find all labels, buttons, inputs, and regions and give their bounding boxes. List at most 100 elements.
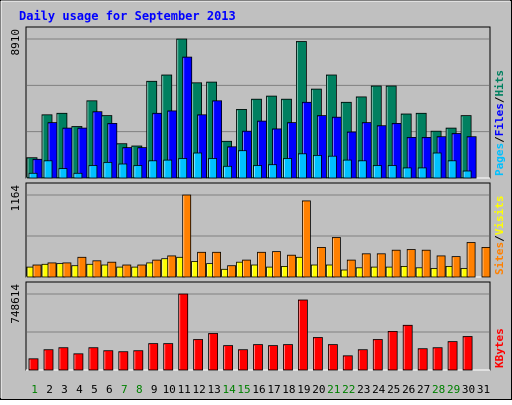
bar-sites-day-31 bbox=[481, 246, 491, 278]
bar-pages-day-3 bbox=[58, 168, 68, 179]
bar-kbytes-day-2 bbox=[43, 349, 54, 371]
bar-kbytes-day-14 bbox=[223, 345, 234, 371]
bar-pages-day-1 bbox=[28, 172, 38, 179]
x-tick-label-day-10: 10 bbox=[163, 383, 176, 396]
bar-kbytes-day-29 bbox=[447, 341, 458, 371]
x-tick-label-day-3: 3 bbox=[61, 383, 68, 396]
bar-kbytes-day-21 bbox=[327, 344, 338, 371]
bar-sites-day-7 bbox=[122, 264, 132, 278]
x-tick-label-day-4: 4 bbox=[76, 383, 83, 396]
bar-kbytes-day-9 bbox=[148, 343, 159, 371]
bar-kbytes-day-7 bbox=[118, 351, 129, 371]
bar-pages-day-17 bbox=[268, 164, 277, 179]
x-tick-label-day-14: 14 bbox=[222, 383, 236, 396]
x-tick-label-day-19: 19 bbox=[297, 383, 310, 396]
bar-kbytes-day-23 bbox=[357, 349, 368, 371]
panel-visitors-bars bbox=[26, 194, 491, 278]
bar-kbytes-day-12 bbox=[193, 339, 204, 371]
panel-volume-legend-kbytes: KBytes bbox=[493, 328, 506, 368]
bar-pages-day-18 bbox=[283, 158, 292, 179]
bar-sites-day-11 bbox=[182, 194, 192, 278]
x-tick-label-day-7: 7 bbox=[121, 383, 128, 396]
x-axis-day-labels: 1 2 3 4 5 6 7 8 9 10 11 12 13 14 15 16 17 18 19 20 21 22 23 24 2… bbox=[31, 383, 490, 396]
bar-pages-day-6 bbox=[103, 161, 113, 179]
bar-pages-day-4 bbox=[73, 172, 83, 179]
x-tick-label-day-20: 20 bbox=[312, 383, 325, 396]
x-tick-label-day-16: 16 bbox=[252, 383, 265, 396]
bar-sites-day-21 bbox=[331, 237, 341, 278]
bar-kbytes-day-20 bbox=[312, 337, 323, 371]
x-tick-label-day-31: 31 bbox=[477, 383, 490, 396]
panel-traffic-legend-separator: / bbox=[493, 96, 506, 103]
x-tick-label-day-6: 6 bbox=[106, 383, 113, 396]
panel-volume-bars bbox=[28, 293, 473, 371]
bar-kbytes-day-27 bbox=[417, 348, 428, 371]
bar-files-day-30 bbox=[466, 136, 477, 179]
x-tick-label-day-30: 30 bbox=[462, 383, 475, 396]
bar-sites-day-29 bbox=[451, 256, 461, 278]
bar-kbytes-day-6 bbox=[103, 350, 114, 371]
panel-visitors: 1164 Sites/Visits bbox=[9, 182, 506, 278]
bar-pages-day-14 bbox=[223, 165, 233, 179]
bar-sites-day-20 bbox=[316, 246, 326, 278]
bar-pages-day-13 bbox=[208, 158, 218, 179]
bar-sites-day-17 bbox=[272, 251, 281, 278]
bar-kbytes-day-1 bbox=[28, 358, 39, 371]
x-tick-label-day-26: 26 bbox=[402, 383, 415, 396]
x-tick-label-day-23: 23 bbox=[357, 383, 370, 396]
bar-sites-day-28 bbox=[436, 255, 446, 278]
bar-sites-day-5 bbox=[92, 260, 102, 278]
bar-kbytes-day-4 bbox=[73, 353, 84, 371]
bar-sites-day-24 bbox=[376, 253, 386, 278]
bar-kbytes-day-30 bbox=[462, 336, 473, 371]
x-tick-label-day-22: 22 bbox=[342, 383, 355, 396]
panel-traffic-max-label: 8910 bbox=[9, 29, 22, 56]
bar-kbytes-day-18 bbox=[283, 344, 293, 371]
x-tick-label-day-27: 27 bbox=[417, 383, 430, 396]
x-tick-label-day-15: 15 bbox=[237, 383, 250, 396]
bar-sites-day-16 bbox=[257, 251, 266, 278]
panel-visitors-legend: Sites/Visits bbox=[493, 196, 506, 276]
bar-pages-day-8 bbox=[133, 165, 143, 179]
x-tick-label-day-17: 17 bbox=[267, 383, 280, 396]
bar-pages-day-21 bbox=[327, 155, 337, 179]
bar-pages-day-22 bbox=[342, 159, 352, 179]
bar-sites-day-14 bbox=[227, 265, 237, 278]
bar-sites-day-22 bbox=[346, 259, 356, 278]
bar-pages-day-28 bbox=[432, 152, 442, 179]
panel-traffic-legend-hits: Hits bbox=[493, 70, 506, 97]
bar-sites-day-4 bbox=[77, 256, 87, 278]
panel-visitors-legend-sites: Sites bbox=[493, 242, 506, 275]
bar-sites-day-26 bbox=[406, 249, 416, 278]
bar-kbytes-day-10 bbox=[163, 343, 174, 371]
panel-traffic-legend-pages: Pages bbox=[493, 143, 506, 176]
bar-sites-day-9 bbox=[152, 259, 162, 278]
bar-kbytes-day-3 bbox=[58, 347, 69, 371]
chart-panels: 8910Pages/Files/Hits1164Sites/Visits7486… bbox=[9, 26, 506, 371]
bar-sites-day-8 bbox=[137, 264, 147, 278]
bar-kbytes-day-24 bbox=[372, 339, 383, 371]
x-tick-label-day-1: 1 bbox=[31, 383, 38, 396]
x-tick-label-day-9: 9 bbox=[151, 383, 158, 396]
bar-sites-day-18 bbox=[287, 254, 296, 278]
x-tick-label-day-21: 21 bbox=[327, 383, 340, 396]
bar-pages-day-24 bbox=[372, 165, 382, 179]
bar-sites-day-10 bbox=[167, 255, 177, 278]
bar-pages-day-7 bbox=[118, 163, 128, 179]
bar-kbytes-day-19 bbox=[297, 299, 308, 371]
bar-pages-day-29 bbox=[447, 160, 457, 179]
bar-kbytes-day-8 bbox=[133, 350, 144, 371]
bar-pages-day-27 bbox=[417, 167, 427, 179]
chart-title: Daily usage for September 2013 bbox=[19, 9, 236, 23]
x-tick-label-day-13: 13 bbox=[207, 383, 220, 396]
bar-sites-day-3 bbox=[62, 262, 72, 278]
x-tick-label-day-2: 2 bbox=[46, 383, 53, 396]
bar-kbytes-day-16 bbox=[253, 344, 263, 371]
x-tick-label-day-12: 12 bbox=[192, 383, 205, 396]
x-tick-label-day-24: 24 bbox=[372, 383, 386, 396]
bar-pages-day-26 bbox=[402, 167, 412, 179]
bar-pages-day-5 bbox=[88, 165, 98, 179]
